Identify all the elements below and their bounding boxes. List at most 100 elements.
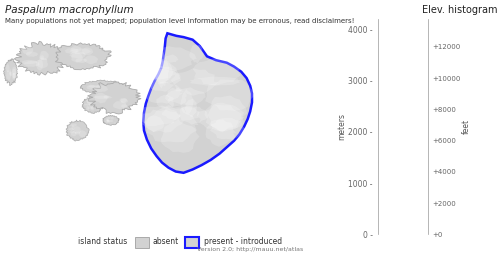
Polygon shape xyxy=(178,105,208,125)
Polygon shape xyxy=(88,85,101,88)
Polygon shape xyxy=(78,130,86,137)
Polygon shape xyxy=(88,107,94,109)
Polygon shape xyxy=(156,95,174,109)
Polygon shape xyxy=(36,60,43,70)
Polygon shape xyxy=(206,120,236,147)
Polygon shape xyxy=(120,98,128,102)
Polygon shape xyxy=(75,131,80,135)
Polygon shape xyxy=(70,46,82,52)
Text: Many populations not yet mapped; population level information may be erronous, r: Many populations not yet mapped; populat… xyxy=(5,18,354,24)
Polygon shape xyxy=(165,87,186,107)
Polygon shape xyxy=(70,124,77,126)
Polygon shape xyxy=(193,56,242,86)
Polygon shape xyxy=(86,97,91,104)
Polygon shape xyxy=(70,48,92,54)
Polygon shape xyxy=(143,60,181,92)
Text: island status: island status xyxy=(78,237,132,247)
Polygon shape xyxy=(161,120,200,153)
Polygon shape xyxy=(6,70,12,80)
Polygon shape xyxy=(96,107,100,110)
Text: absent: absent xyxy=(152,237,179,247)
Polygon shape xyxy=(80,80,126,94)
Polygon shape xyxy=(94,85,108,92)
Polygon shape xyxy=(110,116,114,120)
Polygon shape xyxy=(162,106,200,121)
Polygon shape xyxy=(23,61,40,67)
Polygon shape xyxy=(98,88,114,90)
Polygon shape xyxy=(39,55,44,60)
Polygon shape xyxy=(56,43,112,70)
Polygon shape xyxy=(86,105,89,111)
Polygon shape xyxy=(103,88,115,89)
Polygon shape xyxy=(108,120,114,122)
Polygon shape xyxy=(84,104,91,105)
Text: Version 2.0; http://mauu.net/atlas: Version 2.0; http://mauu.net/atlas xyxy=(197,247,303,252)
Polygon shape xyxy=(136,65,176,79)
Polygon shape xyxy=(103,115,120,125)
Polygon shape xyxy=(114,122,116,124)
Polygon shape xyxy=(12,66,17,75)
Polygon shape xyxy=(14,41,66,75)
Text: Paspalum macrophyllum: Paspalum macrophyllum xyxy=(5,5,134,15)
Polygon shape xyxy=(76,58,87,63)
Polygon shape xyxy=(94,93,108,103)
Polygon shape xyxy=(88,82,141,114)
Polygon shape xyxy=(38,58,48,69)
Polygon shape xyxy=(12,73,16,79)
Polygon shape xyxy=(190,45,204,63)
Polygon shape xyxy=(69,128,73,131)
Polygon shape xyxy=(12,69,16,79)
Polygon shape xyxy=(22,60,38,64)
Polygon shape xyxy=(144,105,199,142)
Polygon shape xyxy=(105,120,110,123)
Polygon shape xyxy=(205,80,257,111)
Polygon shape xyxy=(204,103,244,132)
Polygon shape xyxy=(91,106,94,111)
Polygon shape xyxy=(132,105,181,126)
Y-axis label: feet: feet xyxy=(462,119,471,134)
Polygon shape xyxy=(180,89,194,115)
Polygon shape xyxy=(197,104,243,131)
Polygon shape xyxy=(72,125,75,130)
Polygon shape xyxy=(40,51,49,60)
Polygon shape xyxy=(22,46,34,55)
Polygon shape xyxy=(4,58,18,86)
Polygon shape xyxy=(166,87,206,105)
Polygon shape xyxy=(145,82,184,104)
Polygon shape xyxy=(141,69,181,84)
Polygon shape xyxy=(82,47,93,55)
Polygon shape xyxy=(26,51,38,57)
Polygon shape xyxy=(107,120,110,122)
Polygon shape xyxy=(108,84,118,89)
Polygon shape xyxy=(10,69,11,76)
Polygon shape xyxy=(73,126,81,133)
Polygon shape xyxy=(69,51,86,58)
Polygon shape xyxy=(99,87,116,89)
Polygon shape xyxy=(6,64,10,72)
Polygon shape xyxy=(86,85,95,90)
Polygon shape xyxy=(150,59,173,84)
Polygon shape xyxy=(64,48,78,54)
Polygon shape xyxy=(138,110,184,133)
Polygon shape xyxy=(146,115,164,132)
Text: present - introduced: present - introduced xyxy=(204,237,282,247)
Polygon shape xyxy=(208,95,247,132)
Polygon shape xyxy=(94,95,112,99)
Polygon shape xyxy=(170,68,218,96)
Polygon shape xyxy=(184,99,198,117)
Polygon shape xyxy=(70,131,76,136)
Polygon shape xyxy=(87,101,92,104)
Polygon shape xyxy=(108,85,116,89)
Polygon shape xyxy=(154,51,170,89)
Polygon shape xyxy=(106,118,109,121)
Polygon shape xyxy=(107,117,110,119)
Polygon shape xyxy=(146,46,198,71)
Polygon shape xyxy=(104,95,109,99)
Polygon shape xyxy=(72,53,84,63)
Polygon shape xyxy=(104,88,112,90)
Polygon shape xyxy=(89,103,94,108)
Polygon shape xyxy=(70,130,74,133)
Polygon shape xyxy=(113,101,127,109)
Polygon shape xyxy=(66,120,89,141)
Polygon shape xyxy=(121,104,128,108)
